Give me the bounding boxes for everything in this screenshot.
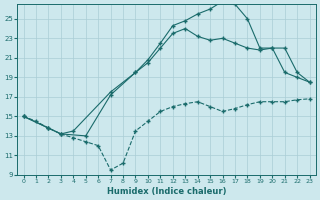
X-axis label: Humidex (Indice chaleur): Humidex (Indice chaleur) (107, 187, 226, 196)
